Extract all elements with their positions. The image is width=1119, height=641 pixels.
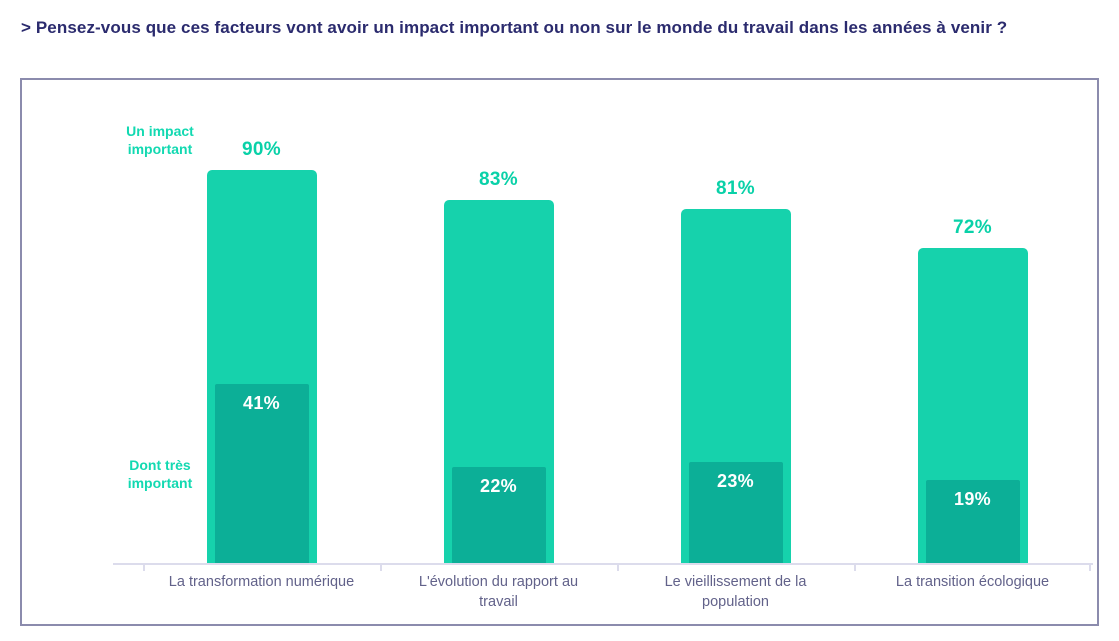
bar-group-vieillissement-population: 81% 23% [617, 80, 854, 563]
bar-total-value: 72% [953, 217, 992, 238]
bar-total-value: 83% [479, 169, 518, 190]
axis-tick [854, 563, 856, 571]
bar-subset: 41% [214, 384, 309, 563]
plot-area: 90% 41% 83% 22% 81% [143, 80, 1091, 563]
axis-tick [617, 563, 619, 571]
category-label-evolution-rapport-travail: L'évolution du rapport au travail [418, 574, 579, 611]
bar-total: 19% [917, 248, 1028, 563]
axis-tick [1089, 563, 1091, 571]
category-label-transformation-numerique: La transformation numérique [168, 574, 355, 590]
bar-total-value: 81% [716, 178, 755, 199]
bar-subset-value: 22% [480, 476, 517, 496]
bar-subset: 23% [688, 462, 783, 563]
bar-subset-value: 41% [243, 393, 280, 413]
page-title: > Pensez-vous que ces facteurs vont avoi… [21, 18, 1008, 37]
bar-total: 41% [206, 170, 317, 563]
bar-subset: 19% [925, 480, 1020, 563]
category-labels-row: La transformation numérique L'évolution … [143, 572, 1091, 613]
chart-frame: Un impact important Dont très important … [20, 78, 1099, 626]
bar-subset-value: 23% [717, 471, 754, 491]
category-label-vieillissement-population: Le vieillissement de la population [664, 574, 807, 611]
bar-group-transition-ecologique: 72% 19% [854, 80, 1091, 563]
series-label-dont-tres-important: Dont très important [127, 457, 193, 492]
bar-group-evolution-rapport-travail: 83% 22% [380, 80, 617, 563]
axis-tick [143, 563, 145, 571]
bar-subset-value: 19% [954, 489, 991, 509]
series-label-un-impact-important: Un impact important [126, 123, 194, 158]
category-label-transition-ecologique: La transition écologique [895, 574, 1050, 590]
bar-total: 22% [443, 200, 554, 563]
axis-tick [380, 563, 382, 571]
bar-total: 23% [680, 209, 791, 563]
bar-total-value: 90% [242, 139, 281, 160]
bar-subset: 22% [451, 467, 546, 563]
bar-group-transformation-numerique: 90% 41% [143, 80, 380, 563]
x-axis-line [113, 563, 1093, 565]
